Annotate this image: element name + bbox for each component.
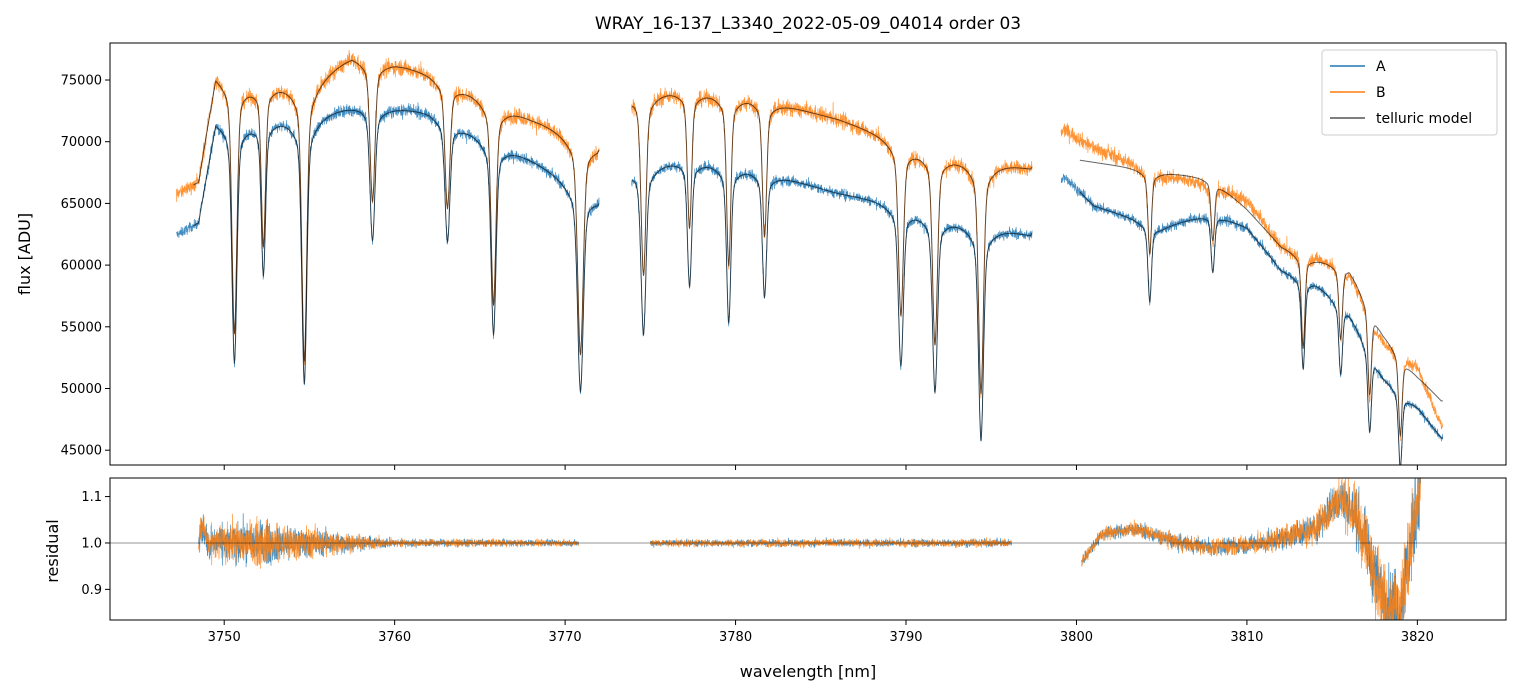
bottom-y-axis: 0.9 1.0 1.1 xyxy=(81,490,110,598)
bottom-x-tick-label: 3810 xyxy=(1230,630,1263,645)
legend-label-a: A xyxy=(1376,59,1386,75)
top-y-tick-label: 55000 xyxy=(61,320,102,335)
legend-frame xyxy=(1321,49,1498,136)
bottom-x-tick-label: 3770 xyxy=(549,630,582,645)
top-axes-frame xyxy=(109,42,1507,466)
bottom-y-axis-label: residual xyxy=(43,519,62,582)
top-panel: 45000 50000 55000 60000 65000 70000 75000 flux… xyxy=(15,42,1507,470)
top-y-tick-label: 45000 xyxy=(61,444,102,459)
residual-b-segment xyxy=(198,513,579,569)
bottom-x-tick-label: 3790 xyxy=(889,630,922,645)
bottom-y-tick-label: 0.9 xyxy=(81,583,102,598)
bottom-panel: 0.9 1.0 1.1 3750 3760 3770 3780 3790 3800 3810 38… xyxy=(43,477,1507,681)
legend-label-telluric: telluric model xyxy=(1376,111,1472,127)
top-y-tick-label: 60000 xyxy=(61,259,102,274)
bottom-x-tick-label: 3800 xyxy=(1060,630,1093,645)
series-b-segment xyxy=(1060,122,1444,442)
bottom-x-tick-label: 3760 xyxy=(378,630,411,645)
bottom-axes-frame xyxy=(109,477,1507,621)
bottom-x-axis: 3750 3760 3770 3780 3790 3800 3810 3820 xyxy=(208,620,1434,645)
residual-b-segment xyxy=(1081,478,1421,620)
bottom-plot-area xyxy=(110,478,1506,620)
residual-b-segment xyxy=(649,537,1012,550)
series-telluric-model-a-segment xyxy=(631,165,1033,441)
series-b-segment xyxy=(176,49,600,365)
bottom-y-tick-label: 1.1 xyxy=(81,490,102,505)
bottom-x-tick-label: 3750 xyxy=(208,630,241,645)
series-telluric-model-a-segment xyxy=(1079,191,1444,465)
series-telluric-model-b-segment xyxy=(631,95,1033,395)
series-telluric-model-a-segment xyxy=(193,109,600,393)
bottom-y-tick-label: 1.0 xyxy=(81,536,102,551)
x-axis-label: wavelength [nm] xyxy=(740,662,877,681)
series-telluric-model-b-segment xyxy=(193,59,600,362)
top-y-tick-label: 75000 xyxy=(61,74,102,89)
legend: A B telluric model xyxy=(1321,49,1498,136)
legend-label-b: B xyxy=(1376,85,1386,101)
chart-title: WRAY_16-137_L3340_2022-05-09_04014 order… xyxy=(595,14,1021,34)
top-y-axis-label: flux [ADU] xyxy=(15,213,34,295)
top-y-tick-label: 65000 xyxy=(61,197,102,212)
series-telluric-model-segment xyxy=(1079,159,1444,437)
top-y-tick-label: 50000 xyxy=(61,382,102,397)
series-b-segment xyxy=(631,87,1033,399)
top-x-axis xyxy=(223,465,1418,470)
top-y-axis: 45000 50000 55000 60000 65000 70000 75000 xyxy=(61,74,110,459)
bottom-x-tick-label: 3780 xyxy=(719,630,752,645)
top-plot-area xyxy=(176,49,1444,465)
series-a-segment xyxy=(176,102,600,395)
bottom-x-tick-label: 3820 xyxy=(1401,630,1434,645)
top-y-tick-label: 70000 xyxy=(61,135,102,150)
